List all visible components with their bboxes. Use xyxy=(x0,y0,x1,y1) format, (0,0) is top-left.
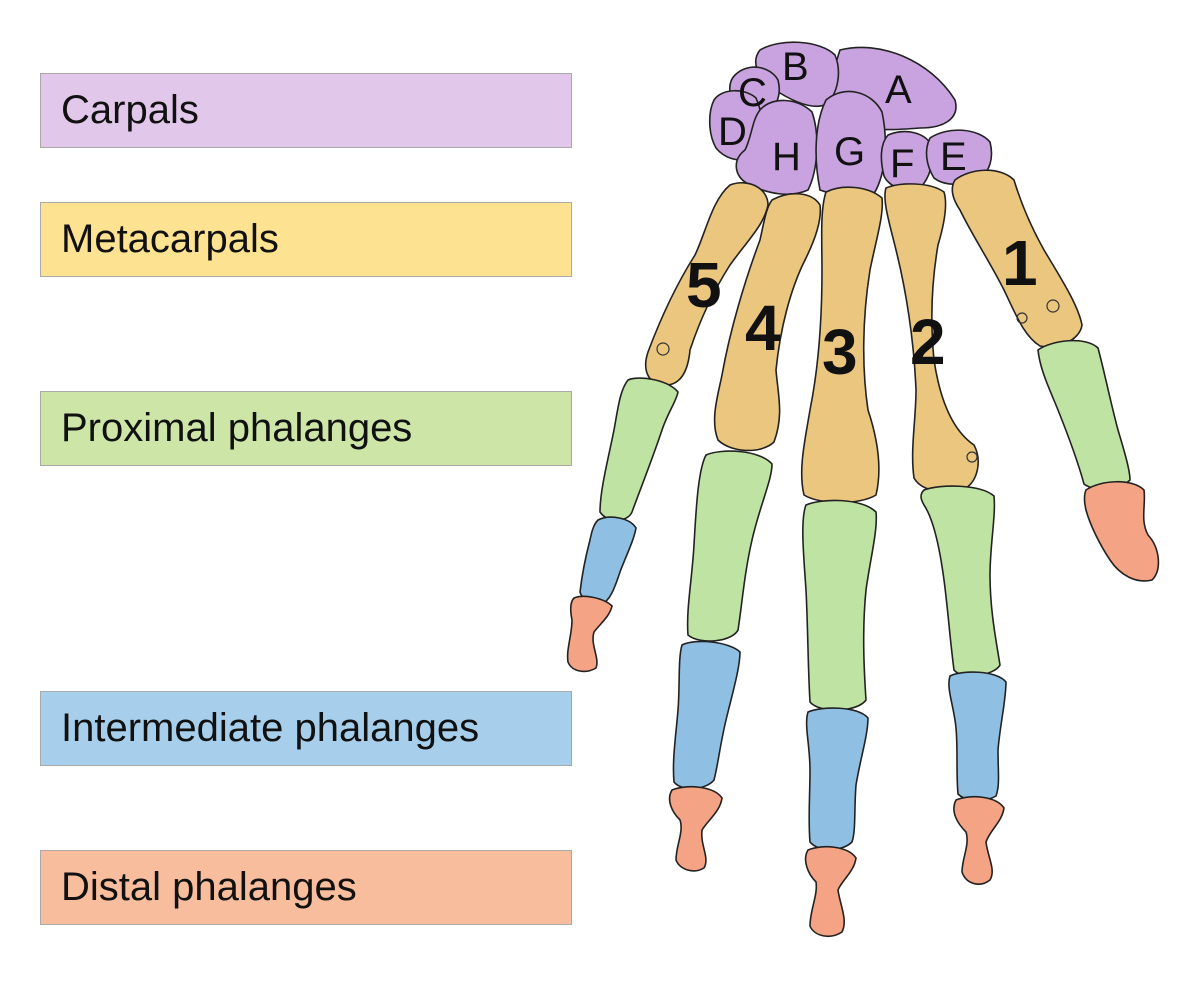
carpal-letter-d: D xyxy=(718,110,747,154)
foramen-metacarpal-5 xyxy=(656,342,670,356)
distal-phalanx-1 xyxy=(1083,480,1160,582)
digit-number-2: 2 xyxy=(910,306,946,378)
digit-3 xyxy=(800,186,884,938)
legend-label-proximal-phalanges: Proximal phalanges xyxy=(61,406,413,450)
intermediate-phalanx-3 xyxy=(805,707,869,851)
legend-label-metacarpals: Metacarpals xyxy=(61,217,279,261)
carpal-letter-f: F xyxy=(890,142,914,186)
legend-proximal-phalanges: Proximal phalanges xyxy=(40,391,572,466)
metacarpal-4 xyxy=(713,192,822,452)
distal-phalanx-5 xyxy=(566,595,613,673)
digit-5 xyxy=(566,181,769,673)
legend-label-intermediate-phalanges: Intermediate phalanges xyxy=(61,706,480,750)
digit-2 xyxy=(884,183,1007,885)
digit-number-4: 4 xyxy=(745,292,781,364)
carpal-letter-e: E xyxy=(940,135,967,179)
digit-1 xyxy=(951,169,1160,582)
digit-number-1: 1 xyxy=(1002,227,1038,299)
proximal-phalanx-4 xyxy=(686,450,773,642)
carpal-letter-g: G xyxy=(834,130,865,174)
carpal-letter-c: C xyxy=(738,71,767,115)
metacarpal-5 xyxy=(644,181,769,386)
legend-intermediate-phalanges: Intermediate phalanges xyxy=(40,691,572,766)
proximal-phalanx-1 xyxy=(1037,339,1131,490)
intermediate-phalanx-5 xyxy=(579,516,637,605)
distal-phalanx-2 xyxy=(953,795,1005,885)
bone-foramina xyxy=(656,299,1060,463)
carpal-letter-a: A xyxy=(885,68,912,112)
proximal-phalanx-5 xyxy=(599,377,679,522)
foramen-metacarpal-2 xyxy=(966,451,978,463)
foramen-metacarpal-1b xyxy=(1016,312,1028,324)
carpal-letter-b: B xyxy=(782,45,809,89)
legend-carpals: Carpals xyxy=(40,73,572,148)
intermediate-phalanx-2 xyxy=(948,671,1007,802)
digit-number-5: 5 xyxy=(686,249,722,321)
intermediate-phalanx-4 xyxy=(672,640,741,790)
foramen-metacarpal-1 xyxy=(1046,299,1060,313)
carpal-letter-h: H xyxy=(772,135,801,179)
legend-label-distal-phalanges: Distal phalanges xyxy=(61,865,357,909)
digit-number-3: 3 xyxy=(822,316,858,388)
legend-metacarpals: Metacarpals xyxy=(40,202,572,277)
carpal-bone-g xyxy=(815,90,887,197)
carpals-group: A B C D E F G H xyxy=(708,41,993,197)
legend-distal-phalanges: Distal phalanges xyxy=(40,850,572,925)
proximal-phalanx-2 xyxy=(920,485,1001,677)
proximal-phalanx-3 xyxy=(802,499,878,711)
distal-phalanx-4 xyxy=(668,785,723,872)
metacarpal-2 xyxy=(884,183,979,492)
distal-phalanx-3 xyxy=(804,845,857,938)
legend-label-carpals: Carpals xyxy=(61,88,199,132)
digit-4 xyxy=(668,192,822,872)
metacarpal-3 xyxy=(800,186,884,504)
